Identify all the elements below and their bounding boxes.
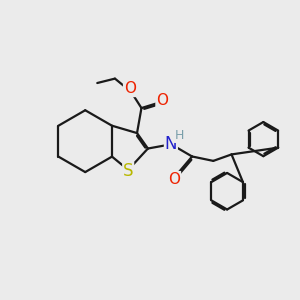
Text: N: N xyxy=(165,135,177,153)
Text: O: O xyxy=(168,172,180,187)
Text: S: S xyxy=(123,162,134,180)
Text: H: H xyxy=(174,129,184,142)
Text: O: O xyxy=(124,81,136,96)
Text: O: O xyxy=(156,93,168,108)
